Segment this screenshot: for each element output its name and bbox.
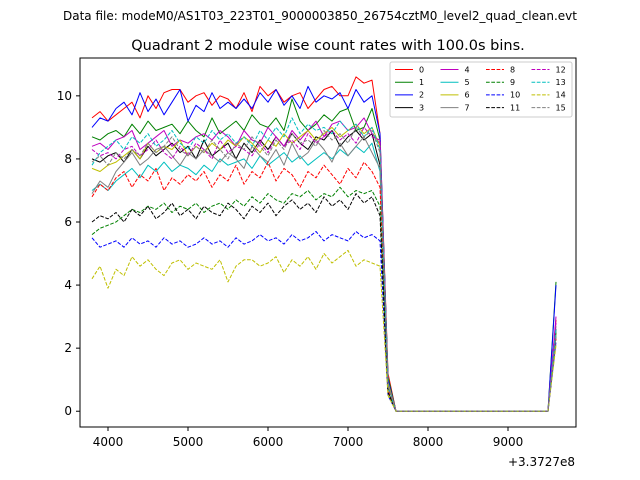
x-tick-label: 6000 — [253, 435, 284, 449]
x-tick-label: 4000 — [93, 435, 124, 449]
x-tick-label: 9000 — [493, 435, 524, 449]
series-line-12 — [91, 126, 557, 412]
legend-label-7: 7 — [465, 103, 470, 112]
legend-label-10: 10 — [510, 91, 520, 100]
legend-label-0: 0 — [419, 65, 424, 74]
x-tick-label: 8000 — [413, 435, 444, 449]
legend-label-3: 3 — [419, 103, 424, 112]
series-line-15 — [91, 126, 557, 412]
chart-suptitle: Data file: modeM0/AS1T03_223T01_90000038… — [63, 9, 577, 23]
axis-layer: 4000 5000 6000 7000 8000 9000 0 2 4 6 8 10 — [57, 89, 524, 449]
legend-label-8: 8 — [510, 65, 515, 74]
legend-label-11: 11 — [510, 103, 520, 112]
x-tick-label: 5000 — [173, 435, 204, 449]
x-tick-label: 7000 — [333, 435, 364, 449]
legend-label-12: 12 — [556, 65, 566, 74]
plot-area — [80, 58, 576, 427]
legend-label-2: 2 — [419, 91, 424, 100]
chart-title: Quadrant 2 module wise count rates with … — [131, 38, 525, 54]
y-tick-label: 6 — [64, 215, 72, 229]
legend-label-13: 13 — [556, 78, 566, 87]
y-tick-label: 8 — [64, 152, 72, 166]
series-layer — [91, 76, 557, 412]
plot-frame — [79, 57, 577, 428]
legend-label-4: 4 — [465, 65, 470, 74]
legend-label-5: 5 — [465, 78, 470, 87]
x-offset-label: +3.3727e8 — [508, 455, 575, 469]
y-tick-label: 2 — [64, 341, 72, 355]
y-tick-label: 10 — [57, 89, 72, 103]
y-tick-label: 0 — [64, 404, 72, 418]
y-tick-label: 4 — [64, 278, 72, 292]
legend-label-1: 1 — [419, 78, 424, 87]
legend-box — [389, 61, 573, 118]
legend-label-14: 14 — [556, 91, 566, 100]
legend-label-9: 9 — [510, 78, 515, 87]
legend-label-6: 6 — [465, 91, 470, 100]
legend-label-15: 15 — [556, 103, 566, 112]
